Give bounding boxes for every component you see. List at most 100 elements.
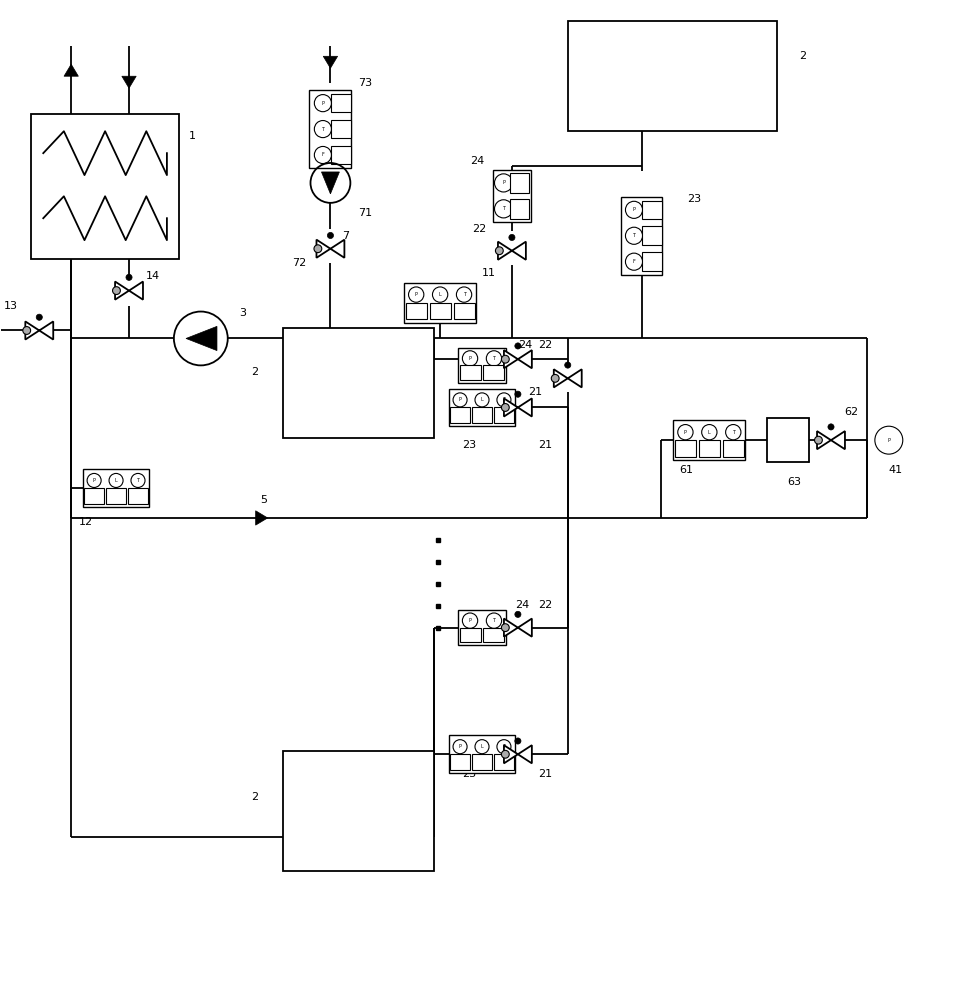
Text: 21: 21 bbox=[528, 387, 542, 397]
Circle shape bbox=[37, 314, 42, 320]
Bar bbox=[620, 197, 663, 275]
Polygon shape bbox=[321, 172, 340, 194]
Text: L: L bbox=[708, 430, 710, 435]
Text: T: T bbox=[492, 618, 495, 623]
Text: 4: 4 bbox=[286, 365, 292, 375]
Polygon shape bbox=[40, 321, 53, 340]
Polygon shape bbox=[518, 350, 532, 368]
Polygon shape bbox=[317, 240, 330, 258]
Text: P: P bbox=[502, 180, 505, 185]
Bar bbox=[331, 120, 350, 138]
Bar bbox=[83, 469, 149, 507]
Text: 23: 23 bbox=[462, 440, 476, 450]
Bar bbox=[283, 328, 434, 438]
Text: L: L bbox=[115, 478, 118, 483]
Bar bbox=[494, 407, 513, 423]
Text: T: T bbox=[502, 206, 505, 211]
Bar bbox=[472, 407, 491, 423]
Text: 3: 3 bbox=[238, 308, 246, 318]
Bar bbox=[643, 201, 662, 219]
Bar bbox=[493, 170, 531, 222]
Circle shape bbox=[314, 245, 321, 253]
Bar bbox=[451, 407, 470, 423]
Text: T: T bbox=[731, 430, 734, 435]
Text: P: P bbox=[469, 356, 472, 361]
Bar bbox=[459, 365, 481, 380]
Text: 5: 5 bbox=[261, 495, 267, 505]
Bar bbox=[429, 303, 451, 319]
Text: P: P bbox=[93, 478, 96, 483]
Bar bbox=[723, 440, 744, 457]
Bar bbox=[567, 21, 777, 131]
Text: F: F bbox=[633, 259, 635, 264]
Polygon shape bbox=[504, 619, 518, 637]
Polygon shape bbox=[122, 76, 136, 88]
Text: 63: 63 bbox=[787, 477, 801, 487]
Bar bbox=[458, 610, 506, 645]
Text: 61: 61 bbox=[679, 465, 694, 475]
Polygon shape bbox=[323, 56, 338, 68]
Bar bbox=[483, 365, 505, 380]
Polygon shape bbox=[567, 369, 582, 387]
Circle shape bbox=[327, 232, 334, 239]
Text: 72: 72 bbox=[292, 258, 307, 268]
Polygon shape bbox=[186, 326, 217, 351]
Circle shape bbox=[514, 391, 521, 397]
Polygon shape bbox=[129, 282, 143, 300]
Bar bbox=[331, 146, 350, 164]
Polygon shape bbox=[831, 431, 845, 449]
Text: T: T bbox=[632, 233, 636, 238]
Text: P: P bbox=[469, 618, 472, 623]
Text: 11: 11 bbox=[482, 268, 496, 278]
Bar bbox=[451, 754, 470, 770]
Bar bbox=[449, 735, 515, 773]
Text: P: P bbox=[458, 744, 461, 749]
Text: 24: 24 bbox=[515, 600, 529, 610]
Text: 2: 2 bbox=[251, 792, 258, 802]
Text: P: P bbox=[888, 438, 891, 443]
Text: 41: 41 bbox=[889, 465, 903, 475]
Bar bbox=[643, 252, 662, 271]
Text: 24: 24 bbox=[470, 156, 484, 166]
Bar bbox=[85, 488, 104, 504]
Polygon shape bbox=[554, 369, 567, 387]
Text: 22: 22 bbox=[538, 600, 552, 610]
Bar bbox=[31, 114, 179, 259]
Text: 2: 2 bbox=[251, 367, 258, 377]
Text: 21: 21 bbox=[538, 769, 552, 779]
Text: L: L bbox=[481, 397, 483, 402]
Circle shape bbox=[509, 234, 515, 241]
Text: 7: 7 bbox=[343, 231, 349, 241]
Text: 73: 73 bbox=[358, 78, 372, 88]
Text: 24: 24 bbox=[518, 340, 532, 350]
Circle shape bbox=[514, 343, 521, 349]
Polygon shape bbox=[256, 511, 267, 525]
Text: P: P bbox=[633, 207, 635, 212]
Circle shape bbox=[502, 750, 510, 758]
Bar bbox=[454, 303, 475, 319]
Polygon shape bbox=[330, 240, 345, 258]
Text: 14: 14 bbox=[146, 271, 160, 281]
Text: 22: 22 bbox=[472, 224, 486, 234]
Polygon shape bbox=[115, 282, 129, 300]
Text: 62: 62 bbox=[844, 407, 858, 417]
Text: 23: 23 bbox=[687, 194, 702, 204]
Text: T: T bbox=[492, 356, 495, 361]
Circle shape bbox=[113, 287, 121, 295]
Bar bbox=[458, 348, 506, 383]
Text: T: T bbox=[503, 397, 506, 402]
Bar bbox=[128, 488, 148, 504]
Circle shape bbox=[502, 404, 510, 411]
Bar bbox=[483, 628, 505, 642]
Text: P: P bbox=[684, 430, 687, 435]
Circle shape bbox=[126, 274, 132, 280]
Bar bbox=[767, 418, 809, 462]
Polygon shape bbox=[518, 619, 532, 637]
Circle shape bbox=[551, 374, 559, 382]
Bar bbox=[310, 90, 351, 168]
Text: 22: 22 bbox=[538, 340, 552, 350]
Text: 23: 23 bbox=[462, 769, 476, 779]
Bar bbox=[494, 754, 513, 770]
Bar bbox=[510, 199, 529, 219]
Bar bbox=[510, 173, 529, 193]
